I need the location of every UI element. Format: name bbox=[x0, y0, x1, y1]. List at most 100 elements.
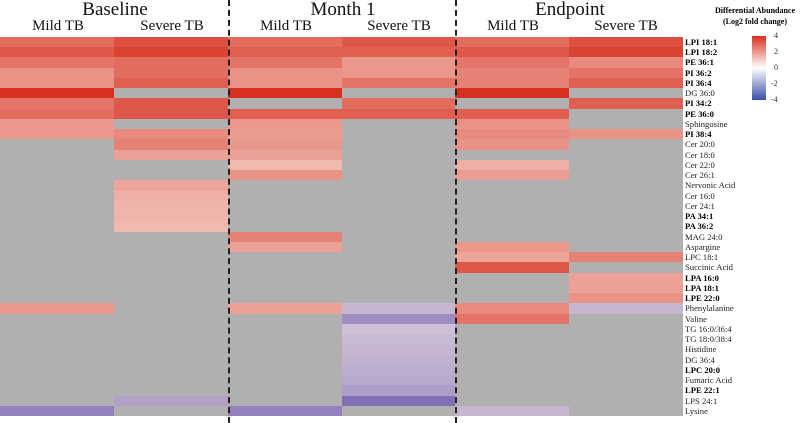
heatmap-cell bbox=[569, 385, 684, 396]
heatmap-cell bbox=[569, 108, 684, 120]
heatmap-cell bbox=[569, 159, 684, 171]
row-label: LPA 16:0 bbox=[685, 272, 719, 283]
heatmap-cell bbox=[0, 221, 115, 233]
row-label: PI 38:4 bbox=[685, 129, 712, 140]
heatmap-cell bbox=[341, 88, 456, 99]
heatmap-cell bbox=[113, 241, 229, 253]
heatmap-cell bbox=[455, 375, 570, 386]
heatmap-cell bbox=[341, 313, 456, 325]
heatmap-cell bbox=[341, 37, 456, 48]
heatmap-cell bbox=[0, 149, 115, 161]
legend-title: Differential Abundance (Log2 fold change… bbox=[705, 5, 800, 27]
heatmap-cell bbox=[569, 405, 684, 417]
heatmap-cell bbox=[455, 170, 570, 181]
legend-title-line1: Differential Abundance bbox=[714, 6, 796, 15]
heatmap-cell bbox=[455, 67, 570, 79]
heatmap-cell bbox=[341, 241, 456, 253]
heatmap-cell bbox=[341, 354, 456, 366]
heatmap-cell bbox=[569, 118, 684, 130]
column-label: Mild TB bbox=[487, 18, 539, 34]
heatmap-cell bbox=[0, 385, 115, 396]
heatmap-cell bbox=[569, 395, 684, 407]
heatmap-cell bbox=[0, 313, 115, 325]
heatmap-cell bbox=[341, 252, 456, 263]
heatmap-cell bbox=[341, 170, 456, 181]
heatmap-cell bbox=[0, 405, 115, 417]
heatmap-cell bbox=[341, 282, 456, 294]
heatmap-cell bbox=[569, 170, 684, 181]
heatmap-cell bbox=[113, 221, 229, 233]
heatmap-cell bbox=[569, 231, 684, 243]
heatmap-cell bbox=[455, 98, 570, 110]
heatmap-cell bbox=[569, 77, 684, 89]
heatmap-cell bbox=[113, 293, 229, 304]
heatmap-cell bbox=[341, 303, 456, 315]
heatmap-cell bbox=[0, 77, 115, 89]
heatmap-cell bbox=[227, 149, 342, 161]
heatmap-cell bbox=[569, 262, 684, 274]
row-label: Fumaric Acid bbox=[685, 375, 733, 386]
heatmap-cell bbox=[341, 200, 456, 212]
heatmap-cell bbox=[113, 77, 229, 89]
heatmap-cell bbox=[455, 313, 570, 325]
heatmap-cell bbox=[227, 57, 342, 69]
colorbar-tick: -4 bbox=[771, 95, 778, 104]
heatmap-cell bbox=[227, 98, 342, 110]
heatmap-cell bbox=[569, 354, 684, 366]
row-label: Cer 20:0 bbox=[685, 139, 715, 150]
row-label: LPS 24:1 bbox=[685, 395, 718, 406]
heatmap-cell bbox=[227, 180, 342, 192]
heatmap-cell bbox=[0, 344, 115, 356]
row-label: Sphingosine bbox=[685, 118, 728, 129]
heatmap-cell bbox=[113, 272, 229, 284]
heatmap-cell bbox=[227, 77, 342, 89]
colorbar-tick: 4 bbox=[774, 31, 778, 40]
heatmap-cell bbox=[113, 303, 229, 315]
colorbar-tick: -2 bbox=[771, 79, 778, 88]
heatmap-cell bbox=[455, 405, 570, 417]
heatmap-cell bbox=[455, 385, 570, 396]
colorbar bbox=[752, 36, 766, 100]
row-label: Cer 18:0 bbox=[685, 149, 715, 160]
heatmap-cell bbox=[455, 344, 570, 356]
heatmap-cell bbox=[569, 375, 684, 386]
heatmap-cell bbox=[227, 47, 342, 58]
heatmap-cell bbox=[569, 293, 684, 304]
heatmap-cell bbox=[0, 98, 115, 110]
heatmap-cell bbox=[0, 108, 115, 120]
heatmap-cell bbox=[455, 364, 570, 376]
heatmap-cell bbox=[455, 37, 570, 48]
heatmap-cell bbox=[341, 395, 456, 407]
heatmap-cell bbox=[0, 241, 115, 253]
heatmap-cell bbox=[569, 200, 684, 212]
heatmap-cell bbox=[227, 395, 342, 407]
heatmap-cell bbox=[113, 190, 229, 202]
row-label: Cer 26:1 bbox=[685, 170, 715, 181]
heatmap-cell bbox=[455, 200, 570, 212]
row-label: Lysine bbox=[685, 405, 708, 416]
heatmap-cell bbox=[455, 180, 570, 192]
heatmap-cell bbox=[341, 108, 456, 120]
heatmap-cell bbox=[0, 282, 115, 294]
heatmap-cell bbox=[0, 364, 115, 376]
heatmap-cell bbox=[569, 190, 684, 202]
heatmap-cell bbox=[113, 118, 229, 130]
heatmap-cell bbox=[113, 354, 229, 366]
heatmap-cell bbox=[0, 57, 115, 69]
heatmap-cell bbox=[569, 57, 684, 69]
heatmap-cell bbox=[455, 354, 570, 366]
heatmap-cell bbox=[0, 323, 115, 335]
heatmap-cell bbox=[113, 252, 229, 263]
heatmap-cell bbox=[113, 47, 229, 58]
heatmap-cell bbox=[569, 313, 684, 325]
row-label: LPI 18:2 bbox=[685, 47, 718, 58]
group-label-baseline: Baseline bbox=[82, 0, 148, 20]
row-label: Valine bbox=[685, 313, 707, 324]
group-label-endpoint: Endpoint bbox=[535, 0, 605, 20]
heatmap-cell bbox=[0, 211, 115, 222]
heatmap-cell bbox=[0, 354, 115, 366]
heatmap-cell bbox=[113, 231, 229, 243]
heatmap-cell bbox=[569, 364, 684, 376]
heatmap-cell bbox=[113, 385, 229, 396]
heatmap-cell bbox=[455, 108, 570, 120]
